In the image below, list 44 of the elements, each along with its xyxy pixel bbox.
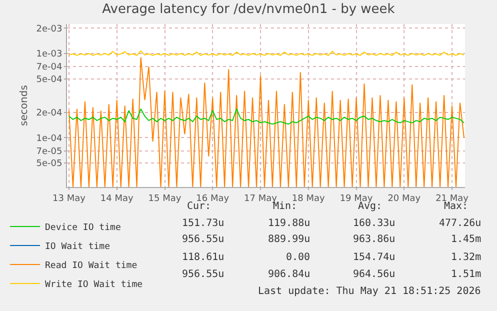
x-tick-label: 20 May — [388, 194, 422, 204]
text: 956.55u — [182, 234, 224, 245]
text: 119.88u — [268, 218, 310, 229]
text: Last update: Thu May 21 18:51:25 2026 — [258, 286, 481, 297]
y-tick-label: 7e-05 — [36, 146, 62, 157]
text: 964.56u — [353, 269, 396, 280]
text: Avg: — [358, 201, 382, 212]
text: 160.33u — [353, 218, 396, 229]
text: 154.74u — [353, 252, 396, 263]
legend-label: Device IO time — [45, 223, 121, 234]
text: Min: — [273, 201, 298, 212]
y-tick-label: 1e-03 — [36, 50, 62, 60]
y-tick-label: 5e-04 — [36, 75, 62, 85]
text: Cur: — [187, 201, 212, 212]
line-series — [68, 108, 464, 125]
x-tick-label: 18 May — [292, 194, 326, 204]
text: 1.32m — [451, 252, 482, 263]
x-tick-label: 15 May — [148, 194, 182, 204]
y-tick-label: 2e-03 — [36, 24, 62, 34]
text: Max: — [444, 201, 468, 212]
text: 963.86u — [353, 234, 396, 245]
text: 889.99u — [268, 234, 310, 245]
text: 1.45m — [451, 234, 482, 245]
text: 956.55u — [182, 269, 224, 280]
text: 477.26u — [439, 218, 482, 229]
text: 906.84u — [268, 269, 310, 280]
y-axis-title: seconds — [19, 85, 30, 126]
y-tick-label: 7e-04 — [36, 62, 62, 73]
text: 0.00 — [286, 252, 310, 263]
text: 1.51m — [451, 269, 482, 280]
legend-label: IO Wait time — [45, 242, 110, 252]
legend-label: Write IO Wait time — [45, 280, 143, 290]
chart-title: Average latency for /dev/nvme0n1 - by week — [102, 2, 396, 18]
text: 118.61u — [182, 252, 224, 263]
y-tick-label: 5e-05 — [36, 159, 62, 170]
legend-label: Read IO Wait time — [45, 261, 138, 272]
x-tick-label: 19 May — [340, 194, 374, 204]
x-tick-label: 14 May — [100, 194, 134, 204]
y-tick-label: 1e-04 — [36, 134, 62, 144]
y-tick-label: 2e-04 — [36, 108, 62, 119]
text: 151.73u — [182, 218, 224, 229]
x-tick-label: 16 May — [196, 194, 230, 204]
x-tick-label: 13 May — [52, 194, 86, 204]
line-series — [68, 56, 464, 187]
